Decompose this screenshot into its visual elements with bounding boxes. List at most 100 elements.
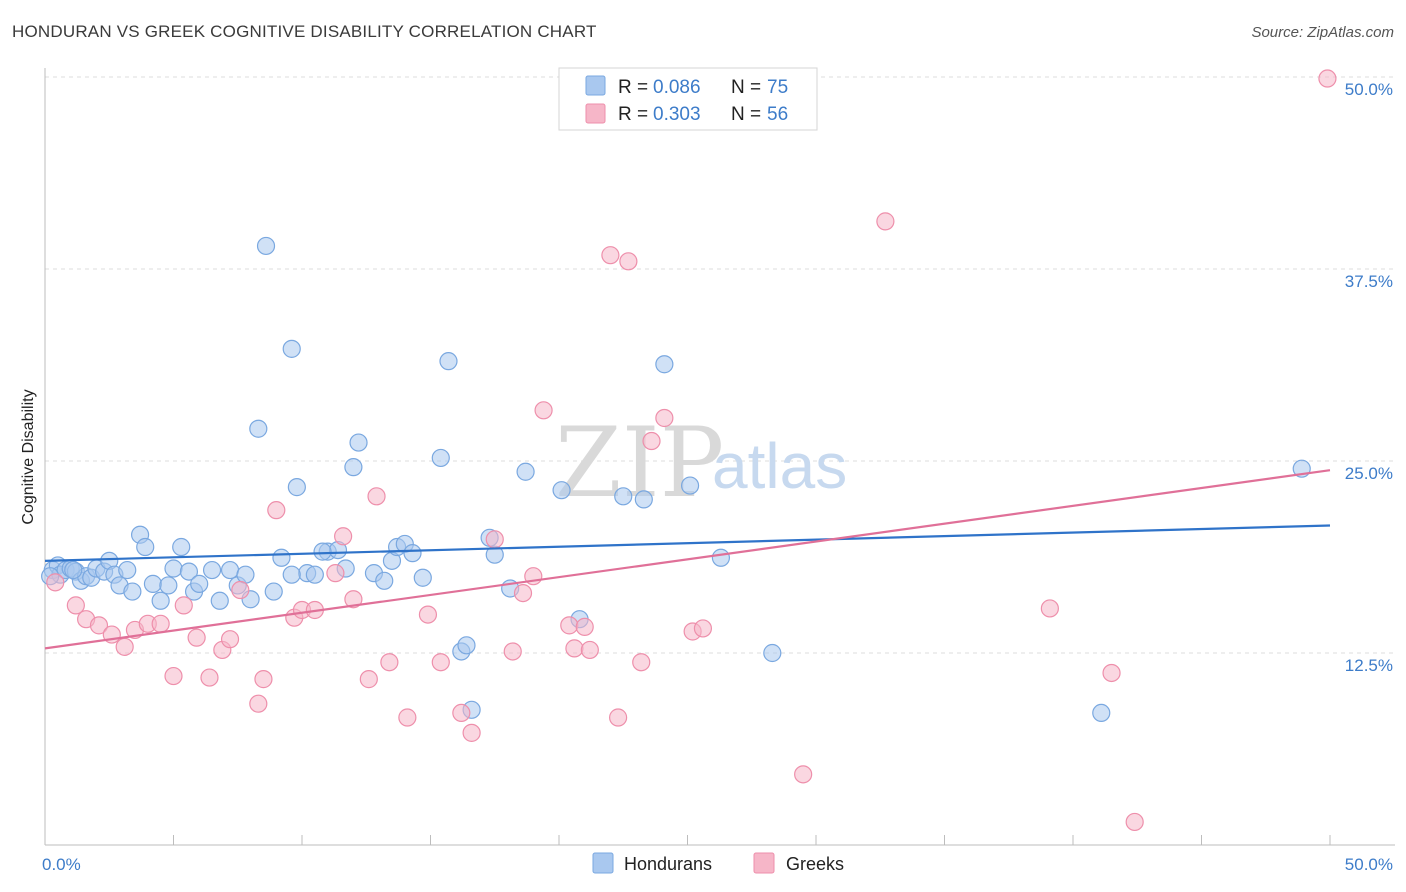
honduran-point: [516, 462, 535, 481]
greek-point: [174, 596, 193, 615]
honduran-point: [344, 458, 363, 477]
greek-point: [367, 487, 386, 506]
honduran-point: [439, 352, 458, 371]
bottom-legend-label-greeks: Greeks: [786, 854, 844, 874]
honduran-point: [282, 565, 301, 584]
honduran-point: [655, 355, 674, 374]
greek-point: [619, 252, 638, 271]
y-tick-labels: 12.5% 25.0% 37.5% 50.0%: [1345, 80, 1393, 675]
greek-point: [655, 408, 674, 428]
honduran-point: [614, 487, 633, 506]
y-tick-label: 25.0%: [1345, 464, 1393, 483]
greek-point: [89, 616, 109, 635]
honduran-point: [256, 236, 276, 256]
honduran-point: [680, 476, 700, 495]
greek-point: [380, 653, 399, 672]
honduran-point: [249, 419, 268, 438]
greek-point: [267, 501, 286, 520]
honduran-point: [64, 560, 83, 580]
honduran-point: [123, 582, 142, 601]
honduran-point: [164, 559, 183, 578]
legend: R = 0.086 N = 75 R = 0.303 N = 56: [558, 67, 818, 131]
honduran-point: [210, 591, 229, 610]
honduran-point: [287, 478, 306, 497]
bottom-legend-label-hondurans: Hondurans: [624, 854, 712, 874]
watermark-atlas: atlas: [712, 430, 847, 502]
honduran-point: [143, 574, 163, 593]
greek-point: [431, 653, 450, 672]
honduran-point: [552, 481, 571, 500]
honduran-point: [190, 574, 209, 593]
honduran-point: [431, 448, 450, 468]
y-tick-label: 50.0%: [1345, 80, 1393, 99]
legend-r-value-hondurans: 0.086: [653, 77, 701, 98]
axes: [44, 68, 1395, 846]
honduran-point: [151, 591, 170, 610]
greek-point: [513, 583, 533, 603]
honduran-point: [413, 568, 432, 587]
bottom-legend: Hondurans Greeks: [592, 852, 844, 874]
greek-point: [164, 666, 183, 686]
legend-r-label-hondurans: R =: [618, 77, 648, 98]
greek-point: [485, 530, 504, 549]
greek-point: [575, 617, 594, 636]
greek-point: [601, 246, 620, 265]
greek-point: [249, 694, 268, 713]
honduran-point: [136, 537, 155, 557]
greek-point: [560, 616, 579, 635]
chart-title: HONDURAN VS GREEK COGNITIVE DISABILITY C…: [12, 22, 597, 41]
honduran-point: [313, 542, 332, 561]
greek-point: [220, 630, 240, 649]
greek-point: [231, 580, 250, 600]
greek-point: [334, 527, 353, 546]
greek-point: [359, 670, 378, 689]
honduran-point: [711, 548, 731, 567]
honduran-point: [202, 560, 222, 580]
greek-point: [642, 431, 661, 451]
honduran-point: [272, 548, 291, 567]
greek-point: [326, 564, 345, 583]
greek-point: [1318, 69, 1337, 88]
x-tick-labels: 0.0% 50.0%: [42, 855, 1393, 874]
legend-swatch-greeks: [585, 103, 606, 124]
data-points: [41, 69, 1337, 832]
honduran-point: [375, 571, 394, 590]
x-tick-label: 0.0%: [42, 855, 81, 874]
greek-point: [418, 605, 438, 624]
legend-n-value-greeks: 56: [767, 104, 788, 125]
greek-point: [452, 703, 471, 723]
honduran-point: [179, 562, 199, 581]
greek-point: [876, 212, 895, 231]
legend-n-label-greeks: N =: [731, 104, 761, 125]
greek-point: [462, 723, 481, 742]
honduran-point: [159, 576, 178, 595]
honduran-point: [349, 433, 368, 452]
greek-point: [693, 619, 713, 638]
greek-point: [66, 596, 85, 615]
greek-point: [1040, 599, 1059, 618]
greek-point: [794, 765, 813, 784]
source-label: Source: ZipAtlas.com: [1251, 24, 1394, 41]
honduran-point: [305, 565, 324, 584]
greek-point: [151, 614, 170, 633]
honduran-point: [264, 582, 283, 601]
greek-point: [46, 573, 65, 592]
greek-point: [580, 640, 599, 660]
honduran-point: [118, 560, 137, 580]
honduran-point: [763, 643, 782, 663]
greek-point: [200, 668, 219, 687]
honduran-point: [634, 490, 653, 509]
greek-point: [254, 670, 273, 689]
y-tick-label: 37.5%: [1345, 272, 1393, 291]
x-tick-label: 50.0%: [1345, 855, 1393, 874]
honduran-point: [457, 636, 476, 655]
honduran-point: [282, 339, 301, 358]
honduran-trend-line: [44, 524, 1331, 562]
greek-trend-line: [44, 469, 1331, 650]
greek-point: [187, 628, 206, 647]
bottom-legend-swatch-greeks: [753, 852, 775, 874]
legend-n-label-hondurans: N =: [731, 77, 761, 98]
honduran-point: [172, 537, 191, 557]
legend-r-value-greeks: 0.303: [653, 104, 701, 125]
